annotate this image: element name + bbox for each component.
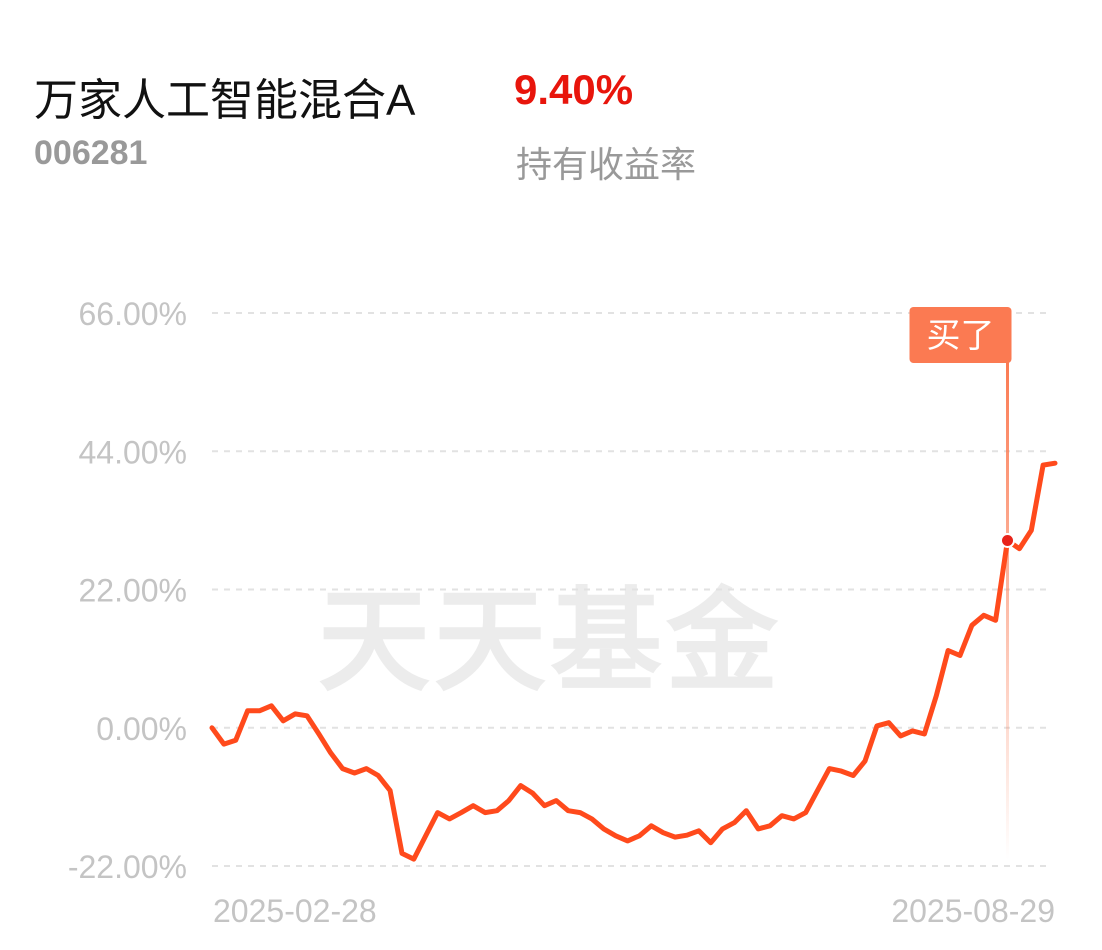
x-tick-label: 2025-08-29: [891, 893, 1055, 929]
x-tick-label: 2025-02-28: [213, 893, 377, 929]
y-tick-label: 0.00%: [96, 711, 187, 747]
y-tick-label: 66.00%: [78, 296, 187, 332]
watermark: 天天基金: [318, 579, 782, 704]
y-tick-label: -22.00%: [68, 849, 187, 885]
fund-code: 006281: [34, 134, 148, 172]
y-tick-label: 44.00%: [78, 434, 187, 470]
y-tick-label: 22.00%: [78, 573, 187, 609]
return-value: 9.40%: [514, 66, 634, 113]
annotation-line: [1006, 362, 1010, 860]
annotation-text: 买了: [927, 317, 995, 355]
return-label: 持有收益率: [516, 144, 697, 185]
fund-name: 万家人工智能混合A: [34, 76, 416, 125]
series-line: [209, 460, 1058, 862]
annotation-badge: [909, 307, 1012, 363]
annotation-dot: [1000, 532, 1016, 548]
